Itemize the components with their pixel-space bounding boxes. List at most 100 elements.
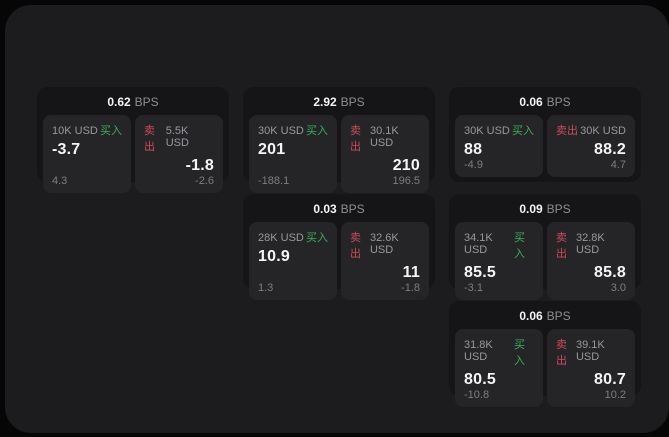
sell-panel[interactable]: 卖出 32.6K USD 11 -1.8 — [341, 222, 429, 300]
sell-sub-value: 196.5 — [392, 175, 420, 187]
buy-panel-top: 30K USD 买入 — [464, 122, 534, 138]
buy-sell-panels: 34.1K USD 买入 85.5 -3.1 卖出 32.8K USD 85.8… — [455, 222, 635, 300]
sell-sub-value: 4.7 — [610, 159, 626, 171]
quote-card: 2.92 BPS 30K USD 买入 201 -188.1 卖出 30.1K … — [243, 87, 435, 193]
buy-amount: 30K USD — [464, 125, 510, 137]
buy-price: 201 — [258, 141, 286, 158]
buy-sub-value: -4.9 — [464, 159, 483, 171]
sell-price: 85.8 — [594, 264, 626, 281]
sell-amount: 5.5K USD — [165, 125, 189, 149]
sell-amount: 32.8K USD — [575, 232, 605, 256]
buy-sub-value: -10.8 — [464, 389, 490, 401]
buy-price: 10.9 — [258, 248, 290, 265]
bps-unit-label: BPS — [546, 95, 571, 109]
buy-panel-top: 28K USD 买入 — [258, 229, 328, 245]
sell-price: 80.7 — [594, 371, 626, 388]
bps-value: 2.92 — [313, 95, 337, 109]
bps-unit-label: BPS — [546, 309, 571, 323]
bps-unit-label: BPS — [340, 202, 365, 216]
buy-price: -3.7 — [52, 141, 81, 158]
buy-sell-panels: 28K USD 买入 10.9 1.3 卖出 32.6K USD 11 -1.8 — [249, 222, 429, 300]
sell-side-label: 卖出 — [144, 125, 155, 153]
sell-sub-value: -2.6 — [195, 175, 214, 187]
app-surface: 0.62 BPS 10K USD 买入 -3.7 4.3 卖出 5.5K USD — [5, 5, 669, 433]
buy-amount: 10K USD — [52, 125, 98, 137]
quote-card: 0.06 BPS 30K USD 买入 88 -4.9 卖出 30K USD — [449, 87, 641, 182]
bps-header: 0.06 BPS — [455, 92, 635, 112]
sell-panel[interactable]: 卖出 32.8K USD 85.8 3.0 — [547, 222, 635, 300]
quote-card: 0.03 BPS 28K USD 买入 10.9 1.3 卖出 32.6K US… — [243, 194, 435, 300]
buy-panel[interactable]: 30K USD 买入 88 -4.9 — [455, 115, 543, 177]
quote-card: 0.62 BPS 10K USD 买入 -3.7 4.3 卖出 5.5K USD — [37, 87, 229, 193]
sell-side-label: 卖出 — [350, 232, 361, 260]
quote-cards-grid: 0.62 BPS 10K USD 买入 -3.7 4.3 卖出 5.5K USD — [37, 87, 641, 407]
bps-header: 0.62 BPS — [43, 92, 223, 112]
sell-panel-top: 卖出 32.6K USD — [350, 229, 420, 261]
buy-amount: 30K USD — [258, 125, 304, 137]
buy-sell-panels: 30K USD 买入 201 -188.1 卖出 30.1K USD 210 1… — [249, 115, 429, 193]
buy-price: 88 — [464, 141, 483, 158]
quote-card: 0.09 BPS 34.1K USD 买入 85.5 -3.1 卖出 32.8K… — [449, 194, 641, 300]
buy-sub-value: -3.1 — [464, 282, 483, 294]
buy-side-label: 买入 — [306, 232, 328, 244]
sell-amount: 39.1K USD — [575, 339, 605, 363]
buy-price: 85.5 — [464, 264, 496, 281]
buy-panel[interactable]: 34.1K USD 买入 85.5 -3.1 — [455, 222, 543, 300]
sell-sub-value: 3.0 — [610, 282, 626, 294]
bps-unit-label: BPS — [340, 95, 365, 109]
bps-value: 0.03 — [313, 202, 337, 216]
buy-amount: 34.1K USD — [464, 232, 493, 256]
buy-price: 80.5 — [464, 371, 496, 388]
buy-sell-panels: 10K USD 买入 -3.7 4.3 卖出 5.5K USD -1.8 -2.… — [43, 115, 223, 193]
sell-panel-top: 卖出 5.5K USD — [144, 122, 214, 154]
buy-sub-value: 4.3 — [52, 175, 68, 187]
bps-value: 0.06 — [519, 309, 543, 323]
buy-panel-top: 34.1K USD 买入 — [464, 229, 534, 261]
sell-panel[interactable]: 卖出 5.5K USD -1.8 -2.6 — [135, 115, 223, 193]
buy-side-label: 买入 — [100, 125, 122, 137]
quote-card: 0.06 BPS 31.8K USD 买入 80.5 -10.8 卖出 39.1… — [449, 301, 641, 407]
sell-side-label: 卖出 — [556, 232, 567, 260]
sell-panel-top: 卖出 30.1K USD — [350, 122, 420, 154]
buy-amount: 31.8K USD — [464, 339, 493, 363]
bps-header: 0.03 BPS — [249, 199, 429, 219]
sell-side-label: 卖出 — [556, 125, 578, 137]
sell-side-label: 卖出 — [350, 125, 361, 153]
buy-panel[interactable]: 10K USD 买入 -3.7 4.3 — [43, 115, 131, 193]
buy-side-label: 买入 — [514, 232, 526, 260]
sell-sub-value: 10.2 — [604, 389, 626, 401]
sell-sub-value: -1.8 — [401, 282, 420, 294]
sell-panel[interactable]: 卖出 30K USD 88.2 4.7 — [547, 115, 635, 177]
sell-amount: 32.6K USD — [369, 232, 399, 256]
buy-panel-top: 10K USD 买入 — [52, 122, 122, 138]
buy-panel[interactable]: 28K USD 买入 10.9 1.3 — [249, 222, 337, 300]
bps-header: 0.06 BPS — [455, 306, 635, 326]
bps-header: 0.09 BPS — [455, 199, 635, 219]
sell-panel[interactable]: 卖出 39.1K USD 80.7 10.2 — [547, 329, 635, 407]
buy-panel[interactable]: 30K USD 买入 201 -188.1 — [249, 115, 337, 193]
bps-unit-label: BPS — [546, 202, 571, 216]
sell-panel-top: 卖出 32.8K USD — [556, 229, 626, 261]
bps-value: 0.06 — [519, 95, 543, 109]
sell-panel[interactable]: 卖出 30.1K USD 210 196.5 — [341, 115, 429, 193]
buy-side-label: 买入 — [514, 339, 526, 367]
buy-sell-panels: 30K USD 买入 88 -4.9 卖出 30K USD 88.2 4.7 — [455, 115, 635, 177]
buy-sub-value: 1.3 — [258, 282, 274, 294]
bps-value: 0.09 — [519, 202, 543, 216]
sell-panel-top: 卖出 30K USD — [556, 122, 626, 138]
sell-price: 88.2 — [594, 141, 626, 158]
sell-price: 11 — [402, 264, 420, 281]
sell-amount: 30K USD — [580, 125, 626, 137]
bps-header: 2.92 BPS — [249, 92, 429, 112]
buy-panel-top: 31.8K USD 买入 — [464, 336, 534, 368]
buy-side-label: 买入 — [512, 125, 534, 137]
sell-amount: 30.1K USD — [369, 125, 399, 149]
sell-price: -1.8 — [185, 157, 214, 174]
bps-value: 0.62 — [107, 95, 131, 109]
buy-sell-panels: 31.8K USD 买入 80.5 -10.8 卖出 39.1K USD 80.… — [455, 329, 635, 407]
sell-side-label: 卖出 — [556, 339, 567, 367]
buy-panel[interactable]: 31.8K USD 买入 80.5 -10.8 — [455, 329, 543, 407]
sell-price: 210 — [392, 157, 420, 174]
buy-sub-value: -188.1 — [258, 175, 290, 187]
buy-side-label: 买入 — [306, 125, 328, 137]
